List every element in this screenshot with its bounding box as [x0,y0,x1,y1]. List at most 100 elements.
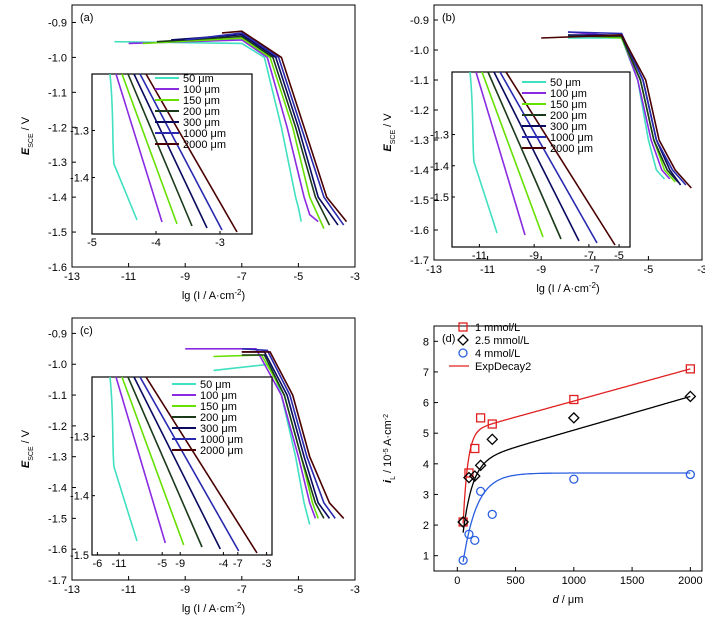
legend-label: 50 μm [550,77,581,89]
data-point-circle [458,555,468,565]
legend-label: 100 μm [200,390,237,402]
x-tick-label: -3 [697,264,705,276]
x-tick-label: -5 [644,264,654,276]
inset-x-tick-label: -3 [215,237,225,249]
inset-series-line-150um [121,376,185,546]
x-tick-label: -11 [121,584,136,596]
y-tick-label: -1.4 [410,165,429,177]
legend-marker-diamond [457,334,469,346]
data-point-circle [464,529,474,539]
series-line-1000um [567,31,687,186]
legend-marker-square [458,322,468,332]
inset-series-line-200um [487,71,562,240]
inset-x-tick-label: -6 [93,558,103,570]
y-tick-label: -1.6 [48,544,67,556]
x-tick-label: -9 [536,264,546,276]
series-line-50um [114,40,302,222]
inset-x-tick-label: -4 [219,558,229,570]
x-tick-label: -13 [64,271,80,283]
x-axis-label: d / μm [553,594,584,606]
fit-curve-red [462,368,691,524]
x-tick-label: -13 [426,264,442,276]
legend-label: 150 μm [200,401,237,413]
y-tick-label: 2 [423,520,429,532]
plot-frame [71,317,356,581]
inset-x-tick-label: -9 [529,250,539,262]
x-tick-label: -9 [180,584,190,596]
series-line-300um [171,33,339,226]
legend-label: 150 μm [550,99,587,111]
legend-label: 50 μm [200,379,231,391]
legend-label: 100 μm [550,88,587,100]
inset-x-tick-label: -5 [614,250,624,262]
inset-series-line-100um [475,71,526,236]
legend-label: 1000 μm [183,128,226,140]
inset-y-tick-label: -1.4 [70,491,89,503]
data-point-diamond [474,459,487,472]
panel-b: -13 -11 -9 -7 -5 -3-0.9-1.0-1.1-1.2-1.3-1.4-1… [382,4,705,296]
y-tick-label: -1.0 [48,52,67,64]
inset-y-tick-label: -1.3 [70,125,89,137]
data-point-diamond [684,390,697,403]
legend-label: 4 mmol/L [475,348,520,360]
data-point-circle [475,486,486,497]
x-tick-label: 1000 [562,575,586,587]
data-point-circle [685,469,695,480]
legend-label: 1000 μm [200,434,243,446]
series-line-150um [142,37,325,229]
y-tick-label: -1.2 [48,122,67,134]
fit-curve-blue [462,472,691,562]
inset-series-line-150um [481,71,544,238]
x-tick-label: -7 [237,584,247,596]
panel-label: (c) [80,325,93,337]
inset-x-tick-label: -11 [472,250,487,262]
x-tick-label: 500 [506,575,524,587]
x-tick-label: -3 [350,271,360,283]
y-tick-label: 1 [423,551,429,563]
legend-label: 100 μm [183,84,220,96]
x-tick-label: -11 [480,264,495,276]
inset-series-line-1000um [139,73,223,231]
data-point-square [458,517,468,527]
series-line-200um [568,35,679,183]
inset-series-line-50um [469,71,498,234]
legend-label: 300 μm [200,423,237,435]
y-tick-label: 3 [423,489,429,501]
inset-x-tick-label: -5 [157,558,167,570]
inset-series-line-100um [115,73,163,223]
inset-x-tick-label: -9 [175,558,185,570]
y-tick-label: -1.7 [410,255,429,267]
inset-series-line-2000um [145,376,258,554]
inset-x-tick-label: -11 [111,558,126,570]
x-tick-label: -7 [237,271,247,283]
inset-series-line-100um [115,376,167,544]
series-line-1000um [241,348,336,519]
legend-label: 2000 μm [550,143,593,155]
data-point-square [475,413,486,423]
legend-label: 50 μm [183,73,214,85]
y-tick-label: 6 [423,398,429,410]
inset-x-tick-label: -7 [584,250,594,262]
inset-x-tick-label: -5 [87,237,97,249]
series-line-100um [128,39,319,223]
x-tick-label: -3 [350,584,360,596]
y-tick-label: -1.4 [48,192,67,204]
inset-x-tick-label: -4 [151,237,161,249]
data-point-circle [487,509,497,519]
legend-label: 300 μm [550,121,587,133]
y-tick-label: -1.2 [48,421,67,433]
y-tick-label: -1.1 [48,390,67,402]
inset-series-line-300um [493,71,580,242]
panel-label: (d) [442,333,455,345]
y-tick-label: -1.3 [48,452,67,464]
data-point-diamond [486,433,499,446]
inset-series-line-1000um [139,376,240,552]
inset-series-line-50um [109,73,138,221]
legend-label: 1 mmol/L [475,322,520,334]
y-tick-label: -1.0 [410,45,429,57]
x-axis-label: lg (I / A·cm-2) [536,281,599,296]
x-tick-label: -9 [180,271,190,283]
x-tick-label: -7 [590,264,600,276]
y-tick-label: -1.7 [48,575,67,587]
